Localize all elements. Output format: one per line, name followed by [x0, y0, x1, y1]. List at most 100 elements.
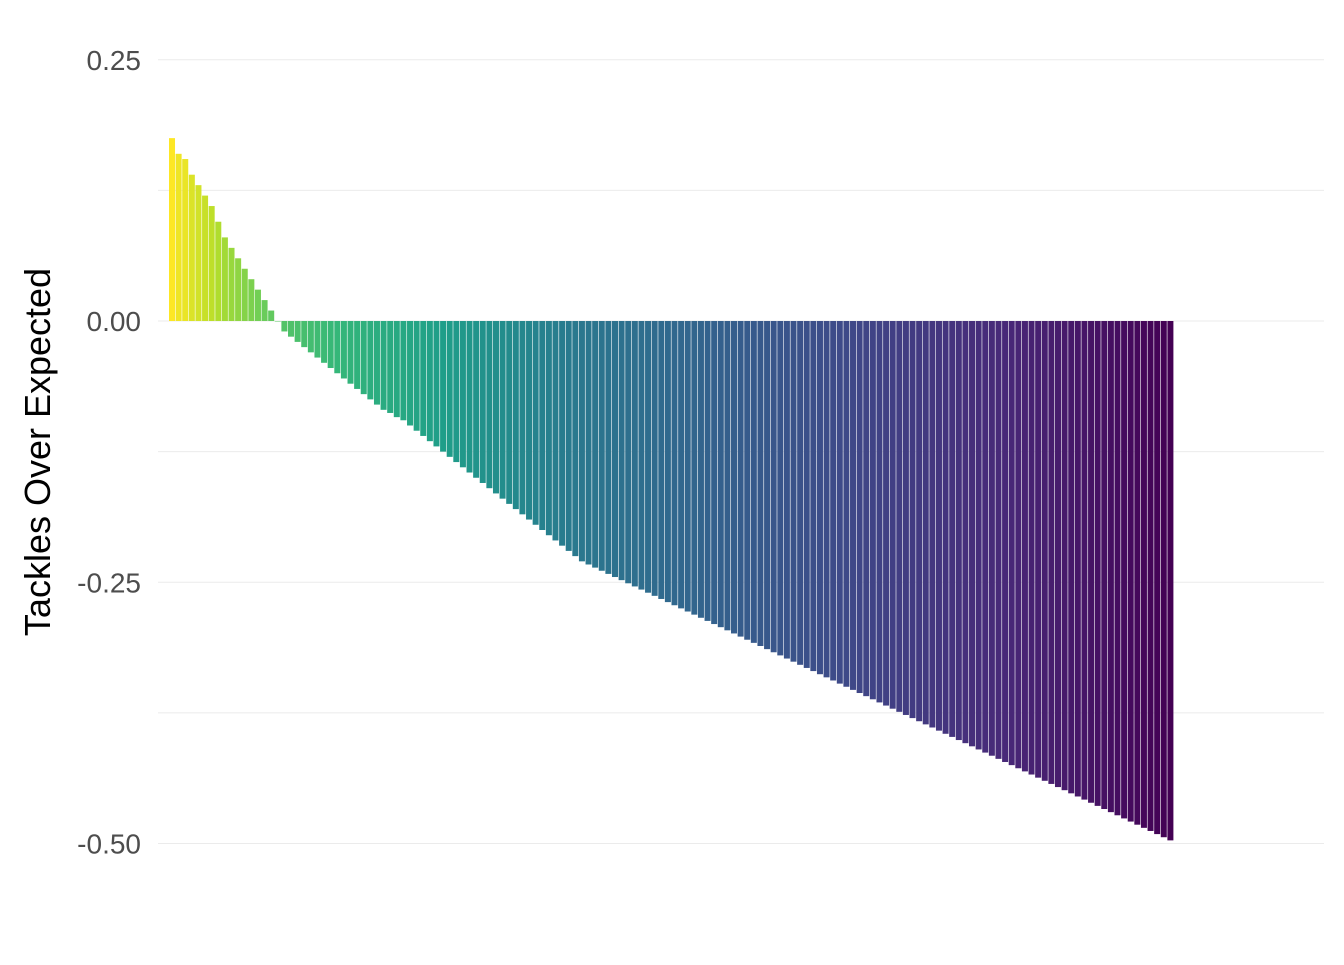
- bar: [1134, 321, 1141, 825]
- bar: [254, 289, 261, 321]
- bar: [1114, 321, 1121, 816]
- bar: [836, 321, 843, 684]
- bar: [638, 321, 645, 590]
- bar: [1048, 321, 1055, 784]
- bar: [1140, 321, 1147, 828]
- y-axis-title: Tackles Over Expected: [17, 267, 58, 637]
- bar: [506, 321, 513, 504]
- bar: [856, 321, 863, 694]
- bar: [823, 321, 830, 678]
- bar: [942, 321, 949, 734]
- bar: [1107, 321, 1114, 813]
- bar: [1127, 321, 1134, 822]
- bar: [426, 321, 433, 442]
- bar: [955, 321, 962, 741]
- bar: [896, 321, 903, 712]
- bars: [169, 138, 1174, 841]
- bar: [261, 300, 268, 321]
- bar: [1068, 321, 1075, 794]
- bar: [1054, 321, 1061, 788]
- bar: [321, 321, 328, 363]
- bar: [288, 321, 295, 337]
- bar: [764, 321, 771, 650]
- bar: [1121, 321, 1128, 819]
- bar: [532, 321, 539, 525]
- bar: [797, 321, 804, 665]
- bar: [1160, 321, 1167, 838]
- bar: [916, 321, 923, 722]
- bar: [221, 237, 228, 321]
- bar: [757, 321, 764, 646]
- bar: [373, 321, 380, 405]
- bar: [360, 321, 367, 395]
- bar: [651, 321, 658, 596]
- bar: [340, 321, 347, 379]
- bar: [334, 321, 341, 374]
- bar: [810, 321, 817, 672]
- bar: [420, 321, 427, 436]
- bar: [552, 321, 559, 541]
- bar: [572, 321, 579, 557]
- bar: [208, 206, 215, 321]
- bar: [902, 321, 909, 715]
- bar: [387, 321, 394, 413]
- bar: [307, 321, 314, 353]
- bar: [440, 321, 447, 452]
- bar: [281, 321, 288, 332]
- bar: [605, 321, 612, 574]
- bar: [731, 321, 738, 634]
- bar: [598, 321, 605, 571]
- bar: [182, 159, 189, 321]
- bar: [433, 321, 440, 447]
- bar: [301, 321, 308, 348]
- bar: [744, 321, 751, 640]
- bar: [711, 321, 718, 625]
- bar: [982, 321, 989, 753]
- y-axis-ticks: 0.25 0.00 -0.25 -0.50: [77, 45, 141, 860]
- bar: [215, 221, 222, 321]
- bar: [526, 321, 533, 520]
- bar: [565, 321, 572, 551]
- bar: [704, 321, 711, 621]
- bar: [347, 321, 354, 384]
- bar: [691, 321, 698, 615]
- bar: [446, 321, 453, 457]
- bar: [1021, 321, 1028, 772]
- bar: [294, 321, 301, 342]
- bar: [1041, 321, 1048, 781]
- bar: [486, 321, 493, 489]
- bar: [611, 321, 618, 578]
- bar: [459, 321, 466, 468]
- bar: [969, 321, 976, 747]
- bar: [175, 153, 182, 321]
- bar: [453, 321, 460, 463]
- bar: [737, 321, 744, 637]
- bar: [830, 321, 837, 681]
- bar: [790, 321, 797, 662]
- bar: [235, 258, 242, 321]
- bar: [188, 174, 195, 321]
- bar: [935, 321, 942, 731]
- bar: [519, 321, 526, 515]
- y-tick-label: -0.25: [77, 567, 141, 598]
- bar: [1002, 321, 1009, 762]
- bar: [195, 185, 202, 321]
- bar: [909, 321, 916, 719]
- bar: [499, 321, 506, 499]
- bar: [658, 321, 665, 599]
- bar: [545, 321, 552, 536]
- bar: [1167, 321, 1174, 841]
- bar: [869, 321, 876, 700]
- bar: [1147, 321, 1154, 831]
- bar: [274, 321, 281, 322]
- bar: [678, 321, 685, 609]
- bar: [995, 321, 1002, 759]
- bar: [684, 321, 691, 612]
- bar: [850, 321, 857, 690]
- bar: [539, 321, 546, 530]
- bar: [975, 321, 982, 750]
- bar: [717, 321, 724, 628]
- bar: [479, 321, 486, 483]
- bar: [922, 321, 929, 725]
